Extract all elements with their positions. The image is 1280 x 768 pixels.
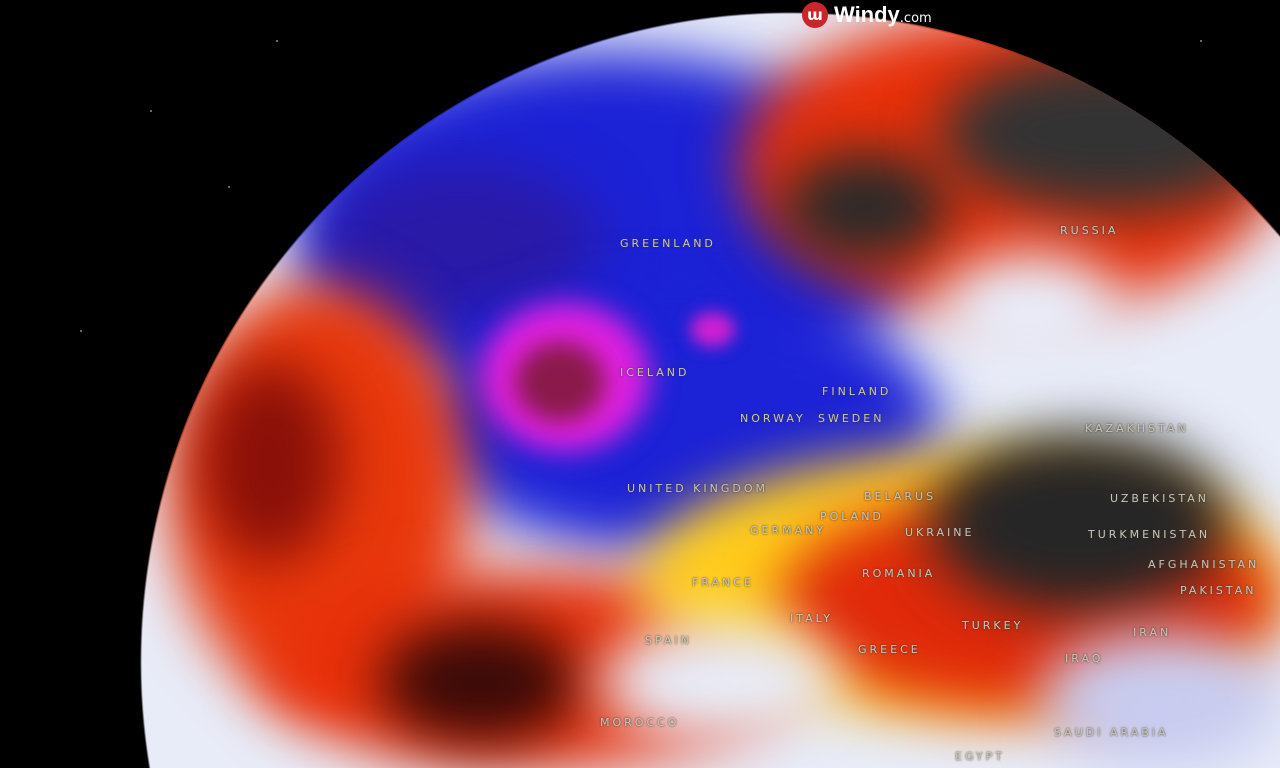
star: [150, 110, 152, 112]
neutral-region: [940, 252, 1120, 372]
windy-logo[interactable]: ɯ Windy .com: [802, 2, 932, 28]
map-label: NORWAY: [740, 412, 806, 425]
star: [1200, 40, 1202, 42]
map-label: BELARUS: [864, 490, 937, 503]
map-label: EGYPT: [955, 750, 1005, 763]
very-cold-spot: [690, 312, 735, 347]
map-label: FINLAND: [822, 385, 892, 398]
map-label: POLAND: [820, 510, 884, 523]
star: [228, 186, 230, 188]
neutral-region: [600, 622, 840, 742]
map-label: TURKMENISTAN: [1088, 528, 1211, 541]
map-label: ICELAND: [620, 366, 690, 379]
map-label: FRANCE: [692, 576, 754, 589]
map-label: SWEDEN: [818, 412, 885, 425]
map-label: GREECE: [858, 643, 921, 656]
map-label: GREENLAND: [620, 237, 716, 250]
map-label: UKRAINE: [905, 526, 975, 539]
brand-name: Windy: [834, 2, 900, 27]
map-label: ROMANIA: [862, 567, 936, 580]
map-label: KAZAKHSTAN: [1085, 422, 1189, 435]
map-label: GERMANY: [750, 524, 827, 537]
map-label: IRAN: [1133, 626, 1172, 639]
map-label: AFGHANISTAN: [1148, 558, 1260, 571]
neutral-region: [1040, 632, 1280, 768]
windy-logo-icon: ɯ: [802, 2, 828, 28]
map-label: RUSSIA: [1060, 224, 1119, 237]
very-hot-region: [930, 432, 1230, 612]
map-label: UNITED KINGDOM: [627, 482, 768, 495]
map-label: MOROCCO: [600, 716, 680, 729]
map-label: TURKEY: [962, 619, 1024, 632]
hot-region: [200, 362, 340, 562]
hot-region: [380, 622, 580, 742]
star: [80, 330, 82, 332]
map-label: PAKISTAN: [1180, 584, 1257, 597]
very-hot-region: [780, 152, 950, 262]
map-label: ITALY: [790, 612, 834, 625]
map-label: IRAQ: [1065, 652, 1104, 665]
map-label: SAUDI ARABIA: [1054, 726, 1169, 739]
map-label: SPAIN: [645, 634, 692, 647]
star: [276, 40, 278, 42]
brand-suffix: .com: [899, 10, 932, 26]
map-label: UZBEKISTAN: [1110, 492, 1209, 505]
vortex-core: [515, 342, 605, 422]
